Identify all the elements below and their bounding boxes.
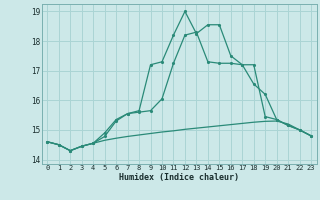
X-axis label: Humidex (Indice chaleur): Humidex (Indice chaleur) (119, 173, 239, 182)
